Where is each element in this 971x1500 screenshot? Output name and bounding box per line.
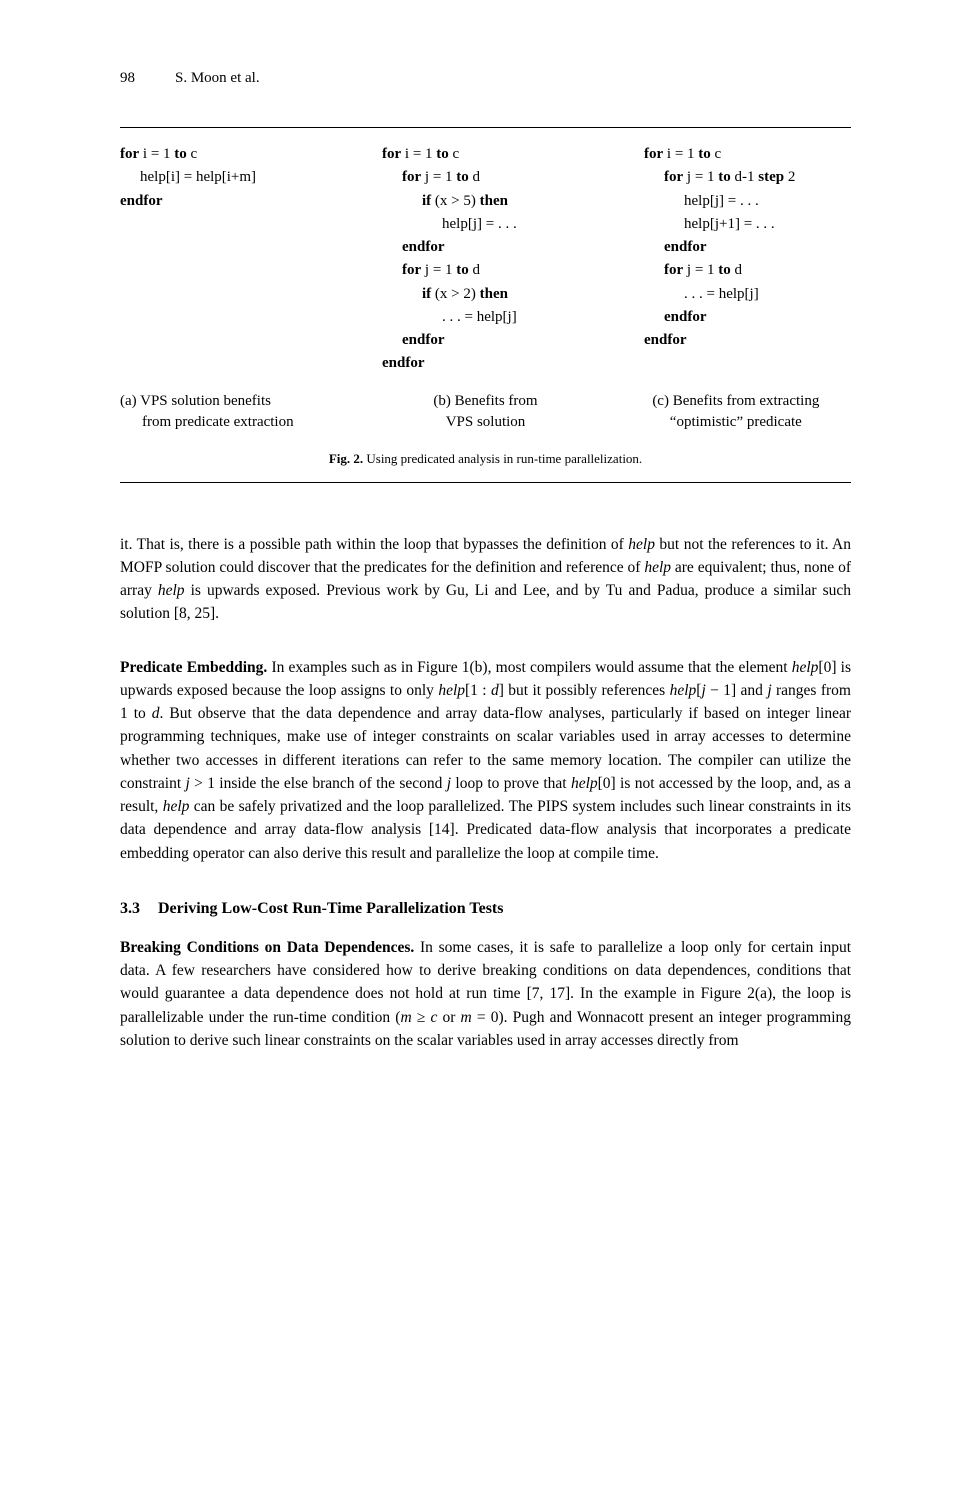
code-col-c: for i = 1 to cfor j = 1 to d-1 step 2hel… [644,143,851,376]
code-line: endfor [382,329,589,352]
code-line: endfor [644,329,851,352]
code-line: for j = 1 to d-1 step 2 [644,166,851,189]
paragraph: Predicate Embedding. In examples such as… [120,656,851,865]
figure-label: Fig. 2. [329,451,363,466]
code-line: help[i] = help[i+m] [120,166,327,189]
caption-text: (b) Benefits from [433,393,537,409]
run-in-heading: Predicate Embedding. [120,659,267,676]
code-line: if (x > 2) then [382,283,589,306]
code-line: for i = 1 to c [120,143,327,166]
code-line: help[j] = . . . [644,190,851,213]
figure-caption: Fig. 2. Using predicated analysis in run… [120,451,851,467]
subcaption-b: (b) Benefits from VPS solution [370,391,600,433]
caption-text: from predicate extraction [120,414,294,430]
subcaption-c: (c) Benefits from extracting “optimistic… [621,391,851,433]
code-line: if (x > 5) then [382,190,589,213]
code-line: for j = 1 to d [382,166,589,189]
code-line: help[j+1] = . . . [644,213,851,236]
code-line: for j = 1 to d [644,259,851,282]
code-line: for i = 1 to c [382,143,589,166]
code-line: endfor [382,352,589,375]
paragraph: it. That is, there is a possible path wi… [120,533,851,626]
caption-text: (a) VPS solution benefits [120,393,271,409]
code-line: for j = 1 to d [382,259,589,282]
running-authors: S. Moon et al. [175,70,260,87]
code-col-b: for i = 1 to cfor j = 1 to dif (x > 5) t… [382,143,589,376]
code-line: endfor [644,306,851,329]
section-number: 3.3 [120,900,140,917]
subcaption-row: (a) VPS solution benefits from predicate… [120,391,851,433]
code-line: for i = 1 to c [644,143,851,166]
section-heading: 3.3 Deriving Low-Cost Run-Time Paralleliz… [120,900,851,918]
code-line: help[j] = . . . [382,213,589,236]
caption-text: VPS solution [446,414,526,430]
figure-caption-text: Using predicated analysis in run-time pa… [363,451,642,466]
page-number: 98 [120,70,135,87]
code-line: endfor [120,190,327,213]
subcaption-a: (a) VPS solution benefits from predicate… [120,391,350,433]
caption-text: “optimistic” predicate [670,414,802,430]
code-columns: for i = 1 to chelp[i] = help[i+m]endfor … [120,143,851,376]
code-line: . . . = help[j] [644,283,851,306]
page-header: 98 S. Moon et al. [120,70,851,87]
code-line: . . . = help[j] [382,306,589,329]
figure-2: for i = 1 to chelp[i] = help[i+m]endfor … [120,127,851,483]
run-in-heading: Breaking Conditions on Data Dependences. [120,939,414,956]
code-col-a: for i = 1 to chelp[i] = help[i+m]endfor [120,143,327,376]
code-line: endfor [382,236,589,259]
paragraph: Breaking Conditions on Data Dependences.… [120,936,851,1052]
paragraph-text: In examples such as in Figure 1(b), most… [120,659,851,862]
caption-text: (c) Benefits from extracting [652,393,819,409]
code-line: endfor [644,236,851,259]
section-title: Deriving Low-Cost Run-Time Parallelizati… [158,900,503,917]
